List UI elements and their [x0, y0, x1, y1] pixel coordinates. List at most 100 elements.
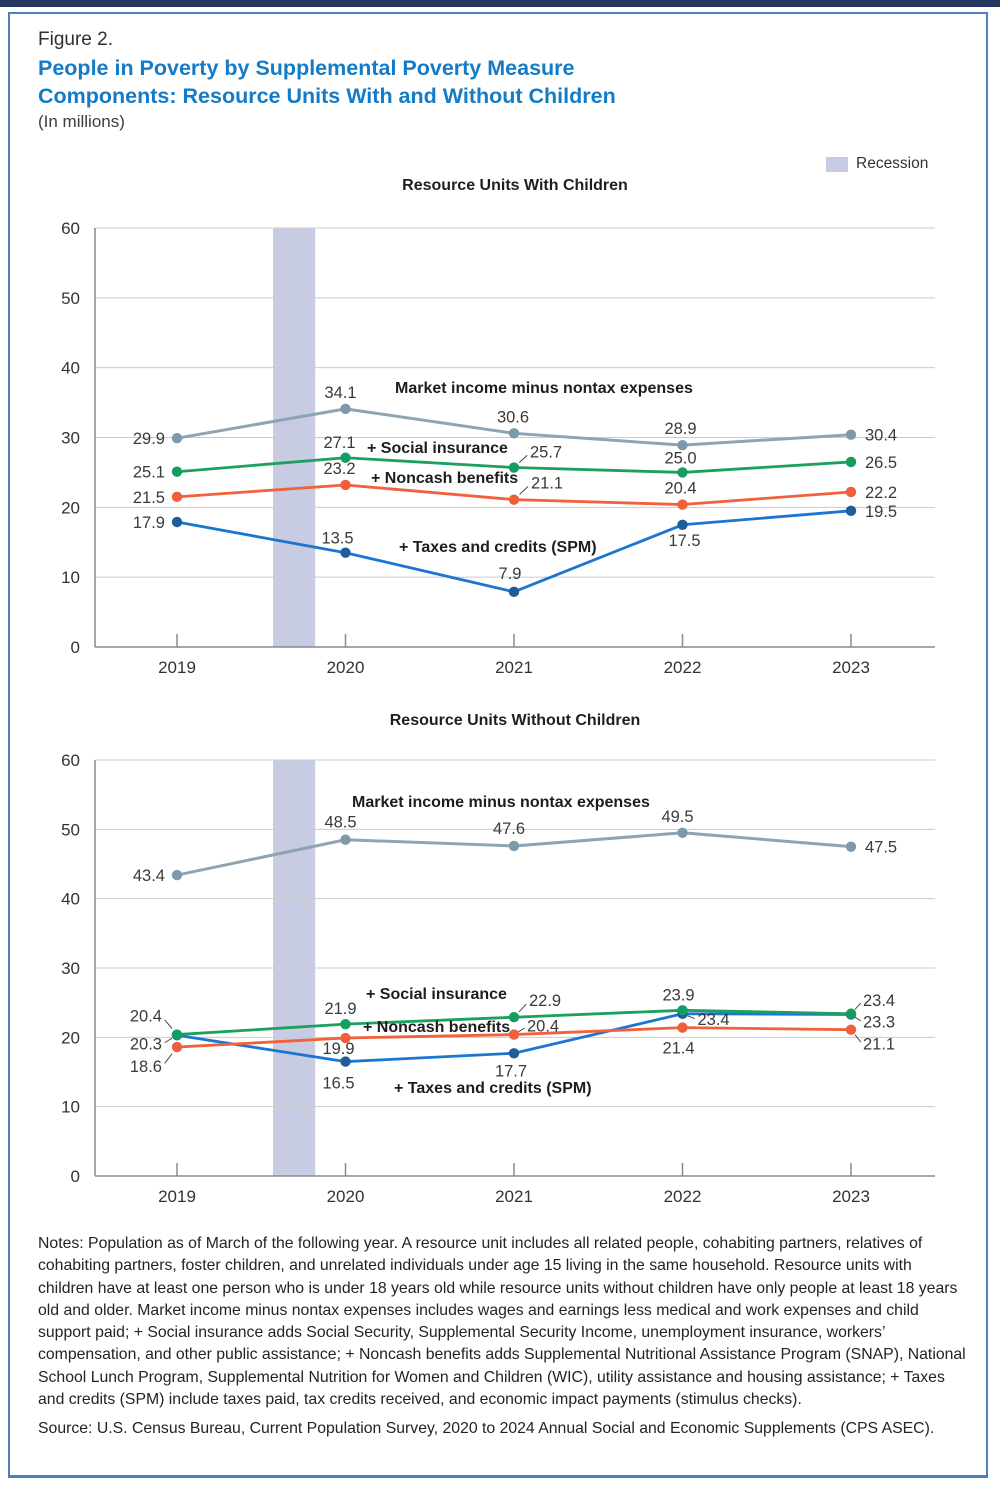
- data-value-label: 43.4: [133, 867, 165, 885]
- x-tick-label: 2021: [495, 1187, 533, 1206]
- data-value-label: 23.2: [323, 460, 355, 478]
- label-leader-line: [164, 1037, 173, 1044]
- data-value-label: 23.9: [662, 986, 694, 1004]
- label-leader-line: [164, 1019, 173, 1029]
- data-point: [845, 1024, 857, 1035]
- data-point: [677, 467, 688, 478]
- series-annotation-0: Market income minus nontax expenses: [395, 380, 693, 397]
- label-leader-line: [518, 454, 528, 463]
- y-tick-label: 50: [61, 289, 80, 308]
- data-point: [340, 1056, 351, 1067]
- y-tick-label: 0: [71, 638, 80, 657]
- data-value-label: 17.5: [668, 532, 700, 550]
- data-point: [171, 432, 183, 444]
- data-value-label: 22.9: [529, 992, 561, 1010]
- data-value-label: 18.6: [130, 1058, 162, 1076]
- x-tick-label: 2023: [832, 1187, 870, 1206]
- data-value-label: 23.3: [863, 1013, 895, 1031]
- data-point: [508, 840, 520, 852]
- series-annotation-1: + Social insurance: [367, 440, 508, 457]
- data-point: [171, 1029, 183, 1040]
- data-point: [340, 834, 351, 845]
- data-point: [677, 1022, 688, 1033]
- data-value-label: 47.6: [493, 820, 525, 838]
- series-annotation-2: + Noncash benefits: [363, 1019, 510, 1036]
- data-value-label: 30.6: [497, 408, 529, 426]
- figure-subtitle: (In millions): [38, 112, 125, 131]
- figure-container: [8, 12, 988, 1478]
- data-value-label: 23.4: [863, 992, 895, 1010]
- y-tick-label: 10: [61, 568, 80, 587]
- data-point: [508, 428, 520, 439]
- label-leader-line: [687, 1015, 695, 1020]
- data-point: [508, 586, 520, 598]
- data-value-label: 19.5: [865, 503, 897, 521]
- data-value-label: 28.9: [664, 420, 696, 438]
- x-tick-label: 2023: [832, 658, 870, 677]
- recession-label: Recession: [856, 155, 929, 172]
- x-tick-label: 2021: [495, 658, 533, 677]
- data-point: [677, 1005, 688, 1016]
- data-value-label: 29.9: [133, 430, 165, 448]
- data-point: [845, 486, 857, 498]
- data-point: [171, 491, 183, 503]
- data-point: [508, 494, 520, 505]
- notes-text: Notes: Population as of March of the fol…: [38, 1235, 966, 1409]
- data-point: [845, 429, 857, 440]
- data-value-label: 20.4: [130, 1008, 162, 1026]
- data-point: [340, 547, 351, 558]
- label-leader-line: [164, 1053, 173, 1064]
- label-leader-line: [854, 1016, 862, 1022]
- label-leader-line: [518, 1027, 525, 1033]
- data-value-label: 16.5: [322, 1075, 354, 1093]
- chart-0: 0 10 20 30 40 50 60 2019 2020 2021 2022 2023 29.9 34.…: [61, 219, 935, 677]
- data-point: [845, 456, 857, 468]
- data-point: [171, 516, 183, 528]
- data-value-label: 13.5: [321, 530, 353, 548]
- data-value-label: 7.9: [499, 565, 522, 583]
- x-tick-label: 2019: [158, 658, 196, 677]
- x-tick-label: 2020: [327, 1187, 365, 1206]
- data-value-label: 49.5: [661, 808, 693, 826]
- data-value-label: 20.4: [664, 480, 696, 498]
- label-leader-line: [854, 1034, 862, 1043]
- data-value-label: 25.7: [530, 444, 562, 462]
- y-tick-label: 60: [61, 219, 80, 238]
- source-text: Source: U.S. Census Bureau, Current Popu…: [38, 1420, 935, 1438]
- y-tick-label: 40: [61, 359, 80, 378]
- chart-title-with-children: Resource Units With Children: [402, 177, 628, 194]
- data-point: [845, 841, 857, 852]
- data-value-label: 20.4: [527, 1018, 559, 1036]
- data-point: [171, 1041, 183, 1053]
- data-value-label: 21.4: [662, 1040, 694, 1058]
- y-tick-label: 60: [61, 751, 80, 770]
- y-tick-label: 20: [61, 498, 80, 517]
- x-tick-label: 2022: [664, 1187, 702, 1206]
- x-tick-label: 2019: [158, 1187, 196, 1206]
- data-value-label: 26.5: [865, 454, 897, 472]
- data-point: [677, 519, 688, 530]
- data-point: [340, 479, 351, 491]
- data-value-label: 21.5: [133, 489, 165, 507]
- data-point: [171, 466, 183, 477]
- data-point: [677, 439, 688, 451]
- data-value-label: 48.5: [324, 814, 356, 832]
- chart-title-without-children: Resource Units Without Children: [389, 712, 641, 729]
- data-point: [340, 403, 351, 415]
- data-point: [340, 1032, 351, 1044]
- data-point: [171, 869, 183, 881]
- data-value-label: 23.4: [698, 1011, 730, 1029]
- label-leader-line: [519, 486, 529, 495]
- notes-block: Notes: Population as of March of the fol…: [38, 1233, 968, 1441]
- data-point: [508, 1012, 520, 1023]
- data-value-label: 47.5: [865, 839, 897, 857]
- data-value-label: 25.1: [133, 464, 165, 482]
- figure-title: People in Poverty by Supplemental Povert…: [38, 56, 616, 108]
- chart-1: 0 10 20 30 40 50 60 2019 2020 2021 2022 2023 43.4 48.…: [61, 751, 935, 1206]
- data-value-label: 21.1: [531, 475, 563, 493]
- data-value-label: 27.1: [323, 434, 355, 452]
- data-point: [508, 1048, 520, 1059]
- series-annotation-1: + Social insurance: [366, 986, 507, 1003]
- data-value-label: 34.1: [324, 384, 356, 402]
- recession-legend: Recession: [826, 155, 928, 173]
